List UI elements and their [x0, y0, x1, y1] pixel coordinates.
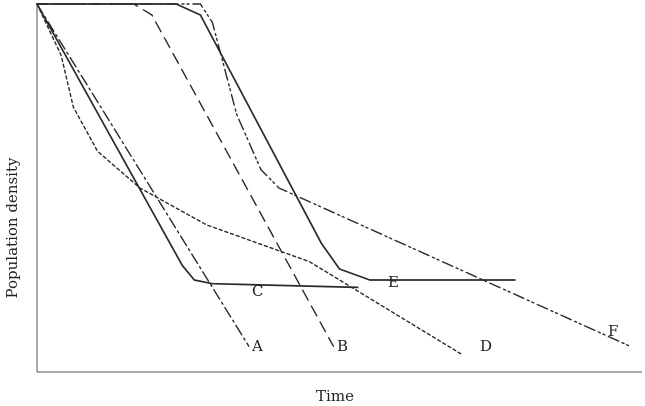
x-axis-label: Time [316, 387, 354, 405]
curve-label-e: E [388, 273, 399, 291]
series-layer [36, 3, 631, 355]
curve-labels: A B C D E F [251, 273, 618, 355]
series-line-c [36, 3, 359, 289]
curve-label-a: A [251, 337, 263, 355]
series-line-a [36, 3, 250, 347]
curve-label-c: C [252, 282, 263, 300]
series-line-f [36, 3, 631, 347]
series-line-e [36, 3, 516, 281]
series-line-b [36, 3, 335, 347]
curve-label-f: F [608, 322, 618, 340]
curve-label-d: D [480, 337, 492, 355]
series-line-d [36, 3, 462, 355]
axes [36, 4, 642, 373]
y-axis-label: Population density [3, 157, 21, 298]
curve-label-b: B [337, 337, 348, 355]
